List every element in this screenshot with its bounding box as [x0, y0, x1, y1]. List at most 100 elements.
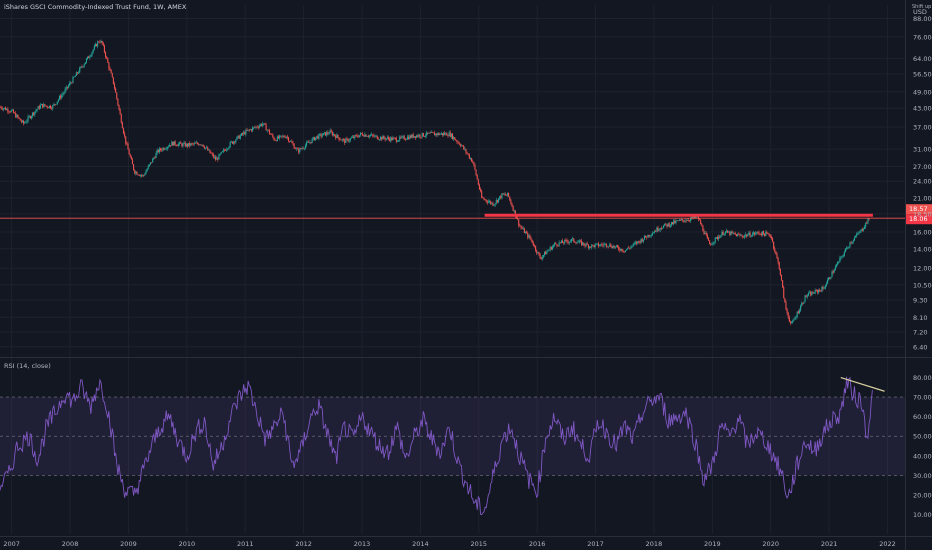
candle-body: [472, 161, 474, 163]
price-tick-label: 8.10: [913, 314, 927, 322]
candle-body: [664, 223, 666, 226]
candle-body: [468, 154, 470, 159]
candle-body: [409, 135, 411, 140]
candle-body: [283, 135, 285, 138]
rsi-line[interactable]: [0, 376, 873, 515]
candle-body: [102, 43, 104, 46]
candle-body: [149, 162, 152, 165]
candle-body: [568, 241, 570, 243]
candle-body: [555, 243, 557, 245]
candle-body: [219, 153, 221, 155]
candle-body: [10, 110, 12, 112]
rsi-axis[interactable]: 80.00 70.00 60.00 50.00 40.00 30.00 20.00 10.00: [913, 374, 932, 519]
candle-body: [75, 72, 77, 76]
candle-body: [736, 234, 738, 237]
candle-body: [830, 277, 832, 279]
candle-body: [785, 302, 787, 310]
candle-body: [524, 232, 527, 234]
candle-body: [597, 243, 600, 247]
candle-body: [189, 143, 191, 146]
candle-body: [402, 136, 404, 137]
candle-body: [317, 136, 319, 139]
candle-body: [592, 244, 594, 246]
candle-body: [689, 218, 692, 221]
candle-body: [853, 237, 856, 241]
candle-body: [720, 235, 722, 238]
candle-body: [276, 136, 278, 141]
candle-body: [615, 245, 617, 247]
candle-body: [800, 306, 802, 311]
candle-body: [337, 134, 339, 138]
candle-body: [129, 154, 131, 157]
candle-body: [561, 240, 564, 243]
candle-body: [444, 133, 446, 135]
candle-body: [637, 241, 639, 244]
candle-body: [52, 105, 54, 109]
candle-body: [85, 58, 88, 63]
candle-body: [574, 241, 576, 243]
candle-body: [231, 141, 233, 144]
price-axis[interactable]: 88.00 76.00 64.00 56.50 49.00 43.00 37.00 31.00…: [913, 15, 932, 351]
candle-body: [111, 73, 113, 78]
candle-body: [685, 220, 687, 222]
rsi-pane[interactable]: [0, 376, 885, 515]
candle-body: [78, 72, 80, 74]
candle-body: [361, 133, 363, 134]
currency-label: USD: [913, 8, 927, 16]
candle-body: [545, 251, 547, 255]
candle-body: [267, 129, 269, 131]
candle-body: [431, 132, 433, 133]
candle-body: [55, 103, 57, 105]
candle-body: [230, 141, 232, 143]
candle-body: [28, 116, 30, 117]
candle-body: [130, 156, 132, 160]
candle-body: [98, 41, 100, 43]
candle-body: [416, 135, 418, 138]
candle-body: [24, 122, 26, 124]
candle-body: [506, 192, 509, 196]
candle-body: [270, 133, 272, 135]
candle-body: [604, 243, 606, 245]
candle-body: [784, 298, 786, 303]
candle-body: [656, 227, 658, 232]
price-candles[interactable]: [0, 39, 870, 326]
candle-body: [486, 201, 488, 203]
candle-body: [435, 133, 437, 136]
candle-body: [99, 41, 101, 43]
price-overlay[interactable]: 18.57 18.06: [0, 204, 932, 225]
price-tag-high-text: 18.57: [909, 205, 928, 213]
candle-body: [413, 136, 415, 138]
candle-body: [801, 303, 803, 307]
candle-body: [599, 245, 601, 247]
candle-body: [706, 235, 708, 239]
candle-body: [793, 319, 795, 321]
candle-body: [639, 241, 641, 243]
candle-body: [213, 156, 216, 158]
candle-body: [634, 242, 637, 244]
candle-body: [741, 235, 743, 237]
candle-body: [437, 133, 439, 135]
candle-body: [414, 136, 416, 138]
candle-body: [156, 149, 158, 154]
time-tick-label: 2014: [412, 540, 429, 548]
candle-body: [548, 249, 550, 251]
candle-body: [550, 247, 552, 250]
candle-body: [535, 245, 537, 251]
price-tick-label: 9.30: [913, 296, 927, 304]
candle-body: [116, 92, 118, 99]
candle-body: [760, 233, 762, 236]
candle-body: [608, 246, 610, 248]
candle-body: [69, 83, 71, 86]
candle-body: [520, 226, 522, 228]
candle-body: [654, 231, 656, 233]
candle-body: [629, 247, 631, 249]
candle-body: [48, 105, 50, 108]
candle-body: [113, 83, 116, 89]
time-axis[interactable]: 2007 2008 2009 2010 2011 2012 2013 2014 2015 2016…: [3, 540, 895, 548]
candle-body: [610, 244, 612, 247]
candle-body: [850, 242, 852, 244]
candle-body: [484, 199, 486, 201]
candle-body: [2, 108, 4, 110]
rsi-divergence-line[interactable]: [840, 376, 885, 392]
